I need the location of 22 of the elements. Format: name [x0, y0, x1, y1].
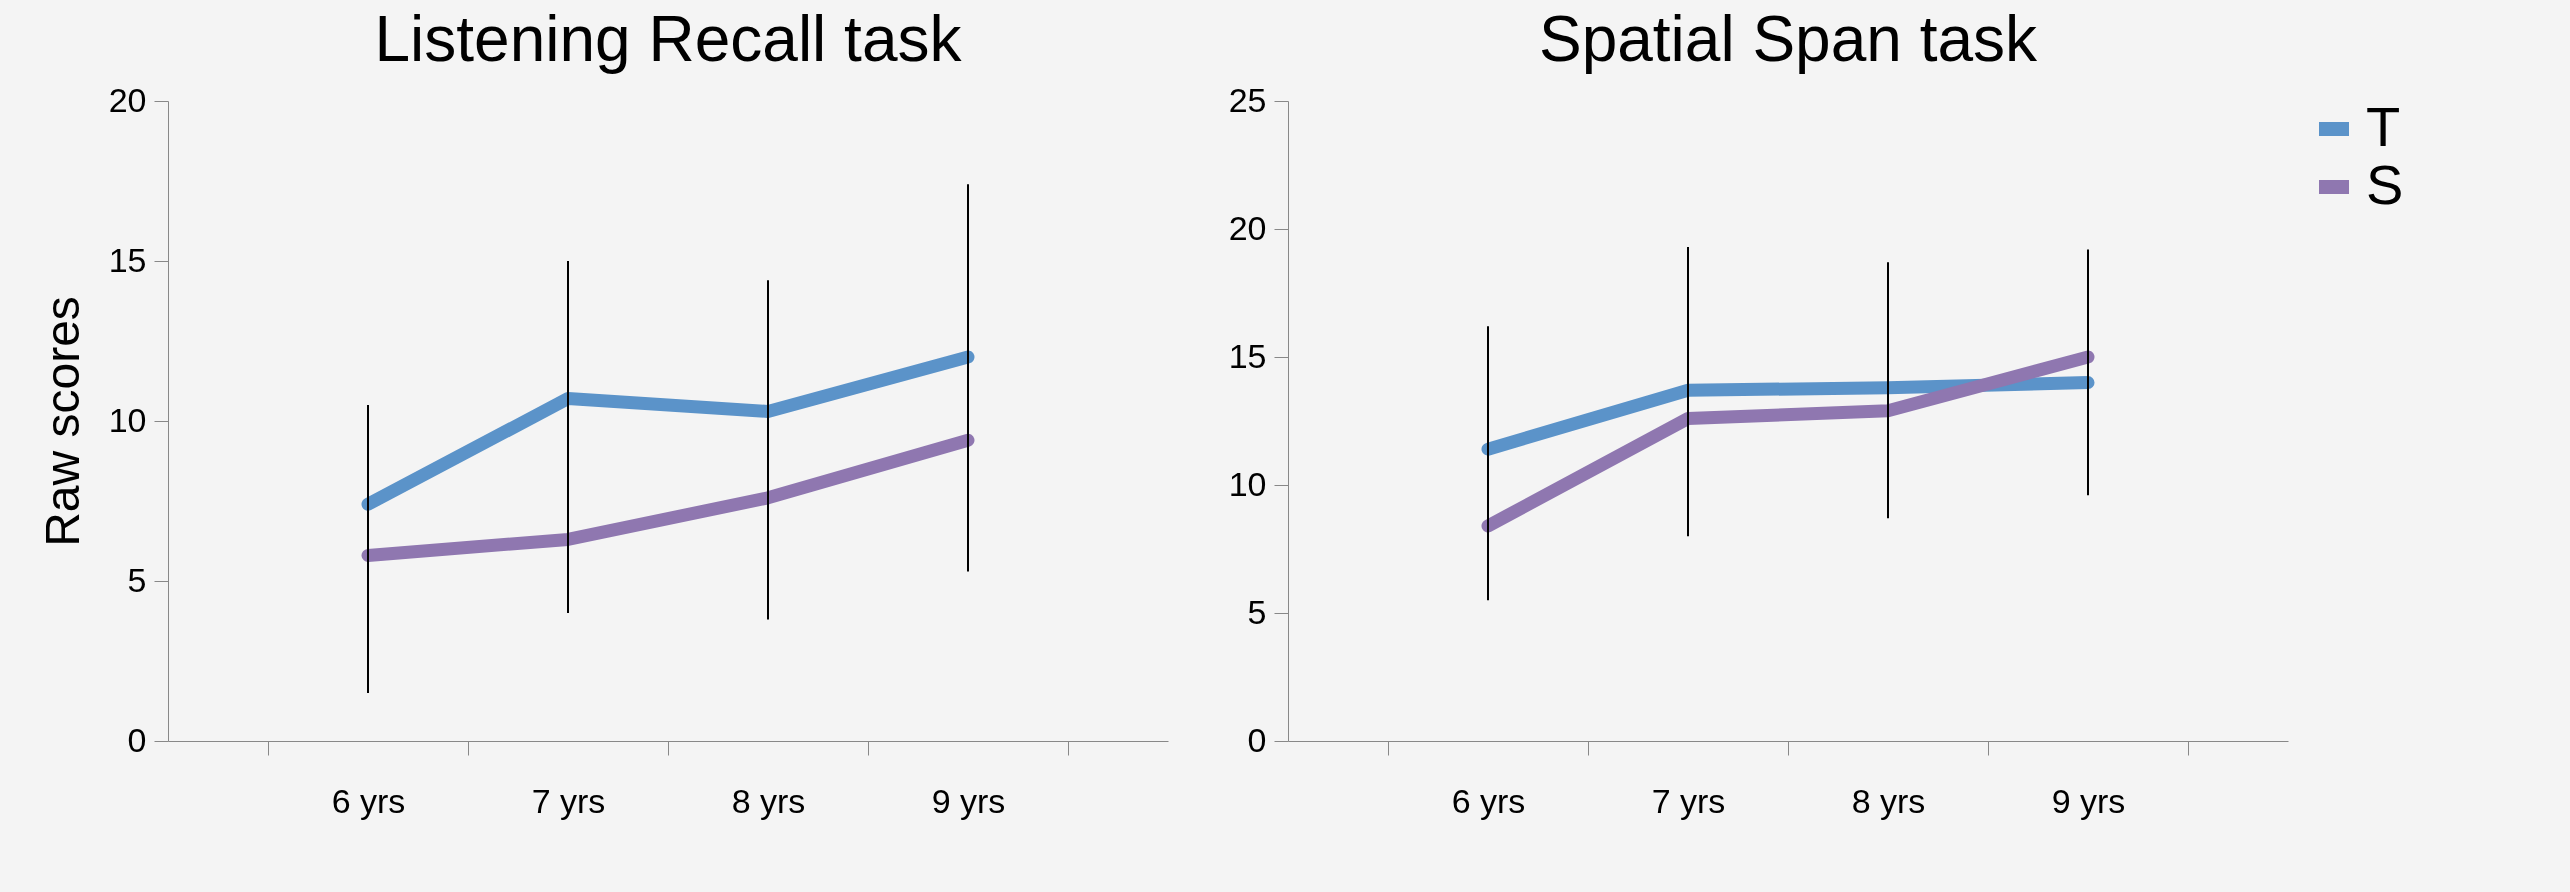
x-tick-label: 6 yrs	[1451, 781, 1526, 820]
y-tick-label: 10	[1228, 464, 1267, 503]
y-tick-label: 5	[127, 560, 147, 599]
chart-title: Listening Recall task	[374, 3, 963, 75]
y-tick-label: 5	[1247, 592, 1267, 631]
x-tick-label: 9 yrs	[931, 781, 1006, 820]
x-tick-label: 8 yrs	[731, 781, 806, 820]
y-tick-label: 15	[1228, 336, 1267, 375]
x-tick-label: 6 yrs	[331, 781, 406, 820]
y-tick-label: 15	[108, 240, 147, 279]
chart-title: Spatial Span task	[1538, 3, 2039, 75]
y-tick-label: 10	[108, 400, 147, 439]
x-tick-label: 7 yrs	[531, 781, 606, 820]
x-tick-label: 7 yrs	[1651, 781, 1726, 820]
x-tick-label: 8 yrs	[1851, 781, 1926, 820]
x-tick-label: 9 yrs	[2051, 781, 2126, 820]
y-tick-label: 25	[1228, 80, 1267, 119]
y-tick-label: 20	[1228, 208, 1267, 247]
y-axis-title: Raw scores	[35, 296, 89, 547]
y-tick-label: 0	[127, 720, 147, 759]
y-tick-label: 20	[108, 80, 147, 119]
y-tick-label: 0	[1247, 720, 1267, 759]
